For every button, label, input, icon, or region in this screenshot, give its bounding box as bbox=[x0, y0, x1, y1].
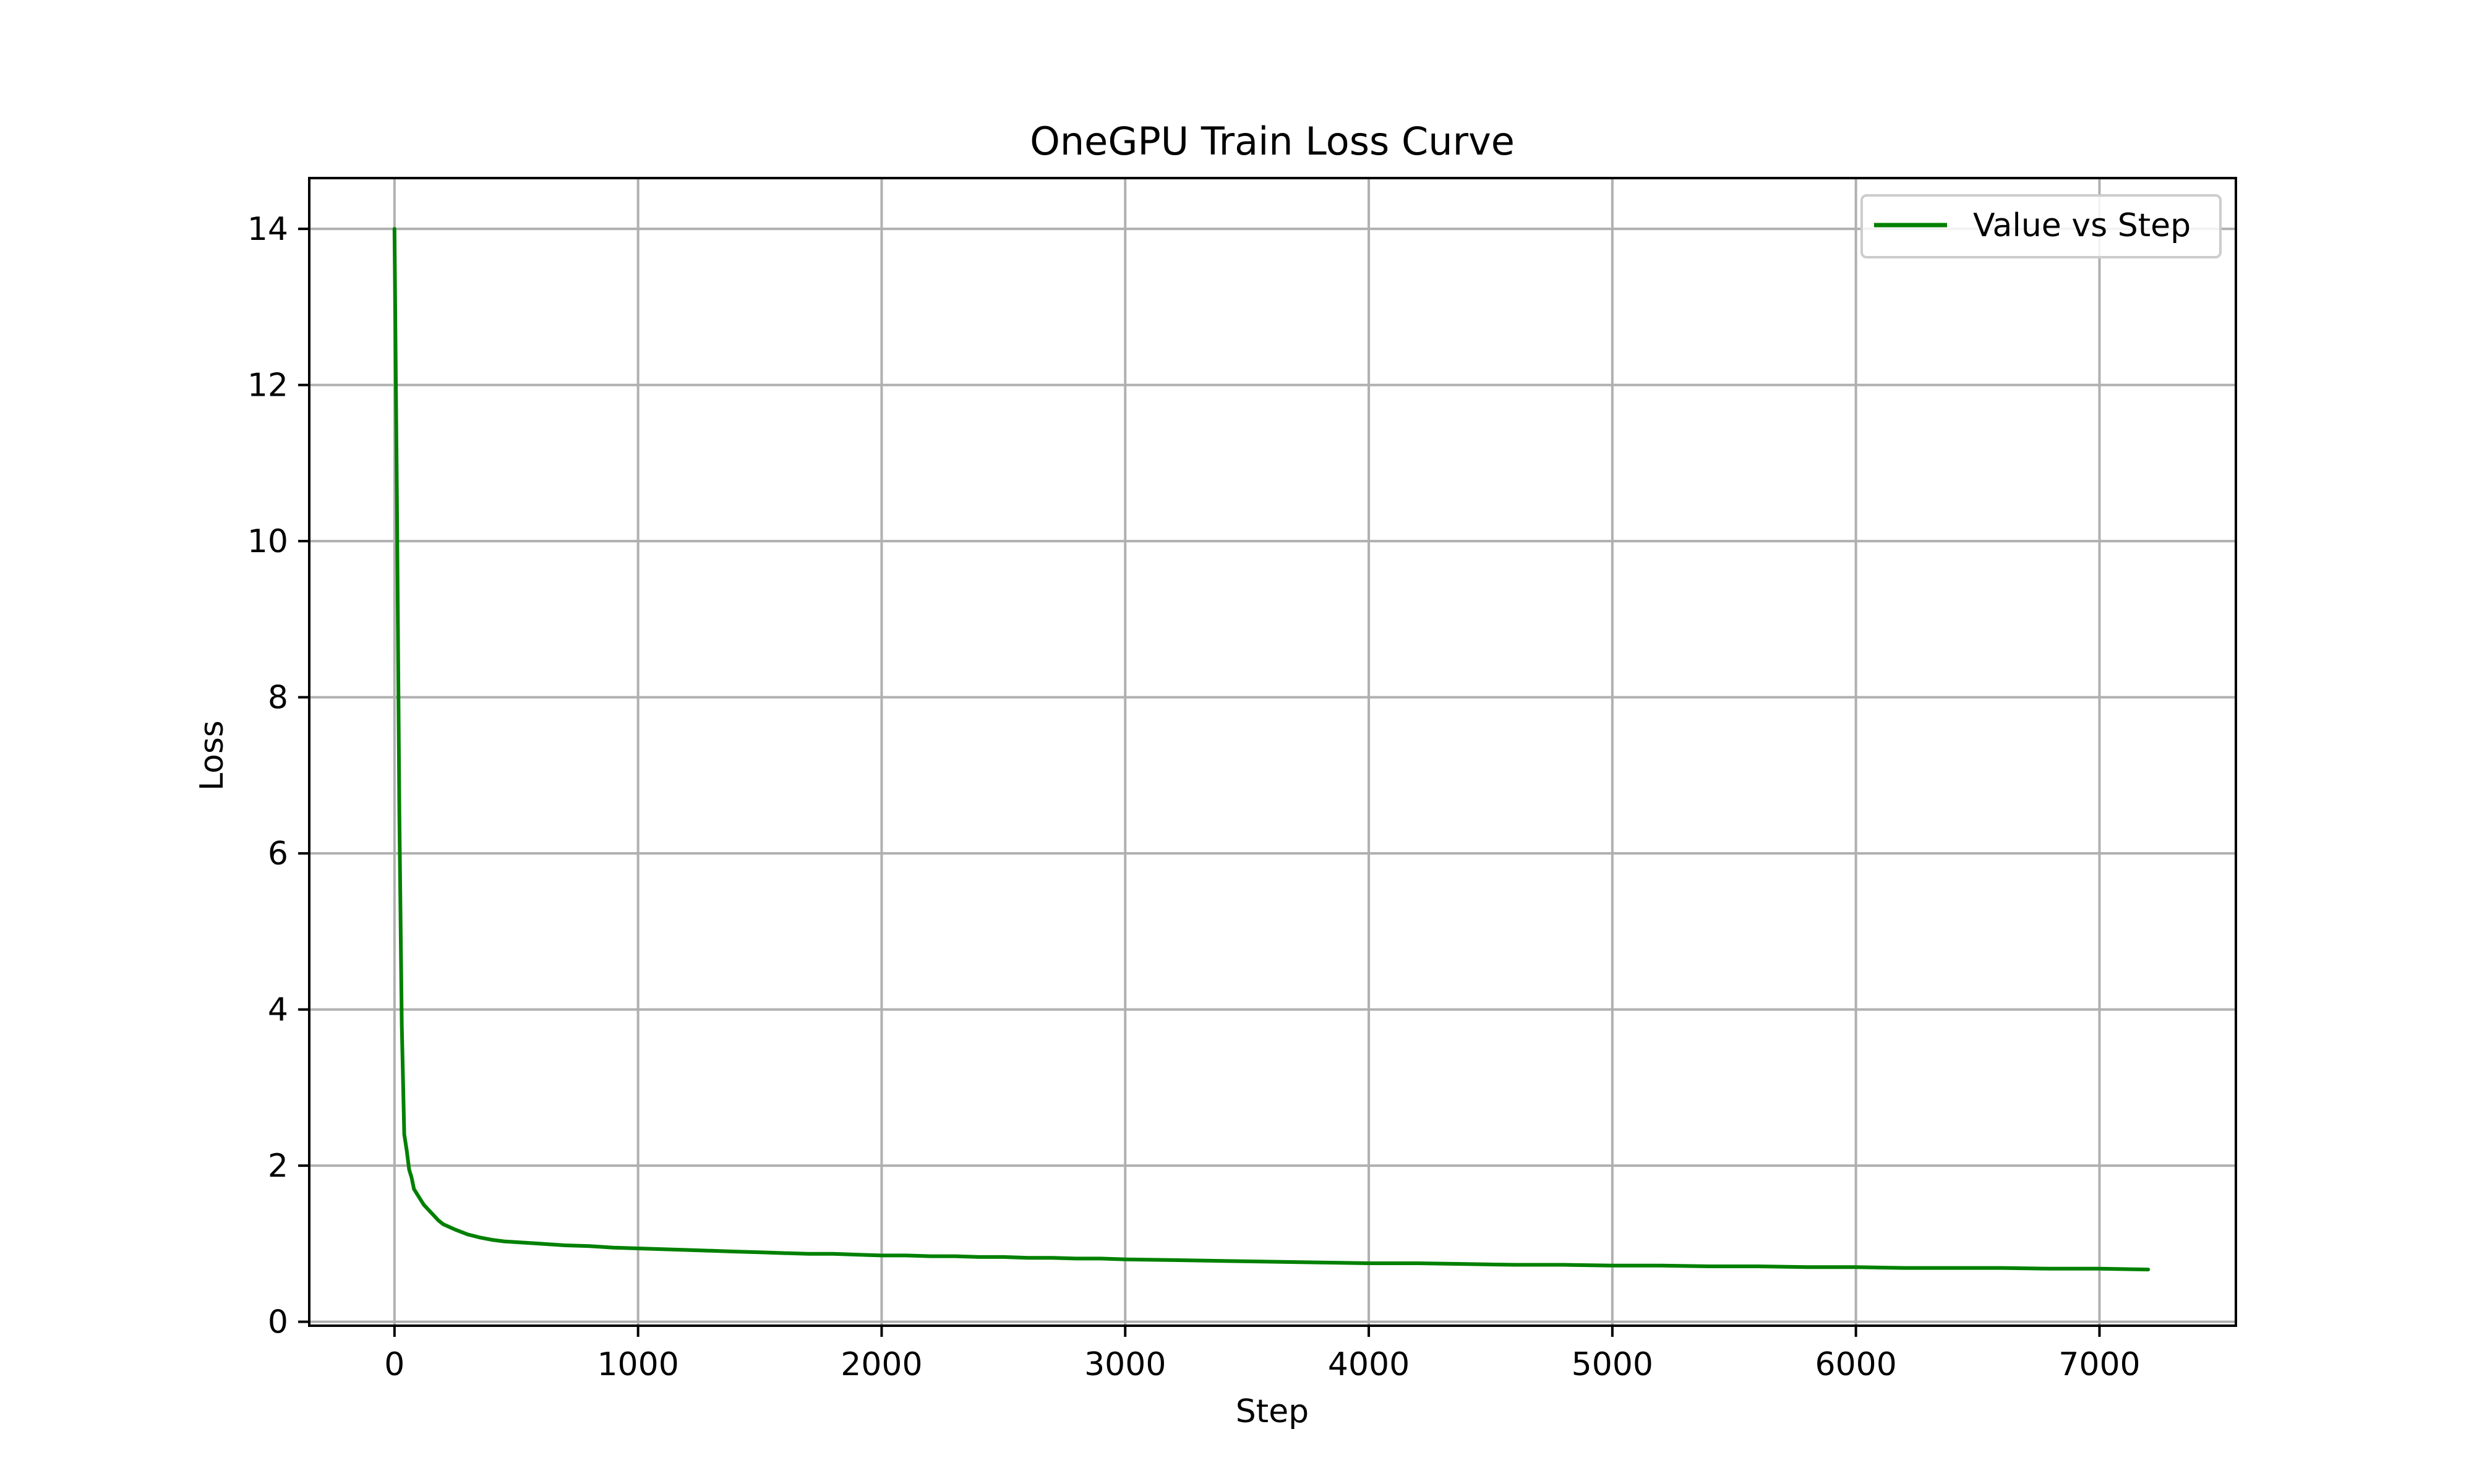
x-tick-label: 5000 bbox=[1572, 1346, 1653, 1383]
y-tick-label: 4 bbox=[268, 992, 288, 1029]
chart-title: OneGPU Train Loss Curve bbox=[1030, 119, 1515, 164]
x-tick-label: 1000 bbox=[597, 1346, 678, 1383]
y-tick-label: 10 bbox=[247, 523, 288, 560]
y-tick-label: 6 bbox=[268, 835, 288, 872]
grid bbox=[309, 178, 2236, 1326]
axis-ticks: 0 1000 2000 3000 4000 5000 6000 7000 0 2 4 6 8 10 12 14 bbox=[247, 211, 2141, 1383]
x-tick-label: 7000 bbox=[2058, 1346, 2140, 1383]
x-axis-label: Step bbox=[1236, 1393, 1309, 1430]
legend-label: Value vs Step bbox=[1973, 207, 2191, 244]
plot-frame bbox=[308, 177, 2237, 1327]
y-tick-label: 0 bbox=[268, 1304, 288, 1341]
plot-data bbox=[392, 227, 2151, 1272]
y-tick-label: 12 bbox=[247, 367, 288, 404]
legend-box bbox=[1860, 194, 2222, 258]
y-tick-label: 2 bbox=[268, 1148, 288, 1185]
y-tick-label: 8 bbox=[268, 680, 288, 717]
x-tick-label: 3000 bbox=[1084, 1346, 1166, 1383]
x-tick-label: 2000 bbox=[841, 1346, 922, 1383]
y-axis-label: Loss bbox=[194, 720, 231, 791]
legend: Value vs Step bbox=[1860, 194, 2222, 258]
series-line-0 bbox=[392, 227, 2151, 1272]
x-tick-label: 0 bbox=[384, 1346, 404, 1383]
x-tick-label: 4000 bbox=[1328, 1346, 1410, 1383]
y-tick-label: 14 bbox=[247, 211, 288, 248]
x-tick-label: 6000 bbox=[1815, 1346, 1896, 1383]
